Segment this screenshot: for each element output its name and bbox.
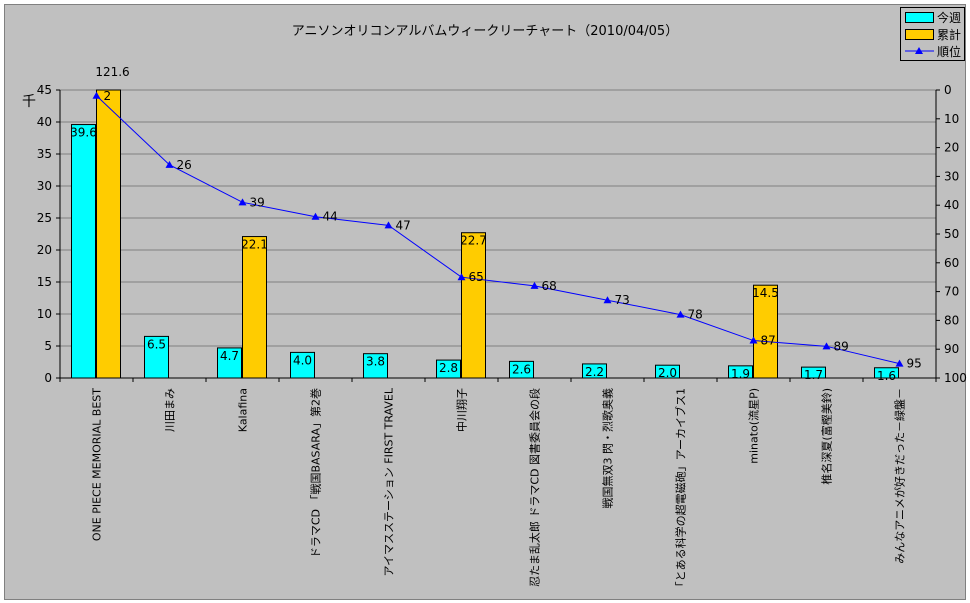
marker-rank — [92, 91, 101, 99]
y2-tick-label: 100 — [944, 371, 967, 385]
data-label-weekly: 4.0 — [293, 353, 312, 367]
y2-tick-label: 20 — [944, 141, 959, 155]
data-label-rank: 73 — [615, 293, 630, 307]
legend: 今週 累計 順位 — [900, 7, 965, 61]
data-label-total: 14.5 — [752, 286, 779, 300]
bar-total — [753, 284, 778, 379]
data-label-rank: 39 — [250, 195, 265, 209]
x-tick-label: みんなアニメが好きだった－緑盤－ — [893, 388, 907, 564]
x-tick-label: 忍たま乱太郎 ドラマCD 図書委員会の段 — [528, 388, 542, 587]
x-tick-label: Kalafina — [237, 388, 250, 432]
data-label-weekly: 39.6 — [70, 126, 97, 140]
bar-weekly — [71, 124, 96, 379]
y-tick-label: 15 — [37, 275, 52, 289]
y-tick-label: 20 — [37, 243, 52, 257]
data-label-rank: 65 — [469, 270, 484, 284]
marker-rank — [895, 359, 904, 367]
legend-swatch-weekly — [905, 11, 934, 23]
marker-rank — [822, 342, 831, 350]
y-tick-label: 35 — [37, 147, 52, 161]
data-label-rank: 87 — [761, 334, 776, 348]
line-rank — [96, 95, 900, 365]
y2-tick-label: 60 — [944, 256, 959, 270]
y-tick-label: 40 — [37, 115, 52, 129]
data-label-rank: 26 — [177, 158, 192, 172]
data-label-rank: 95 — [907, 357, 922, 371]
y-tick-label: 5 — [44, 339, 52, 353]
x-tick-label: 川田まみ — [164, 388, 177, 432]
marker-rank — [165, 160, 174, 168]
legend-item-total: 累計 — [905, 26, 961, 42]
bar-weekly — [144, 335, 169, 379]
y2-tick-label: 0 — [944, 83, 952, 97]
y2-tick-label: 50 — [944, 227, 959, 241]
data-label-weekly: 2.6 — [512, 362, 531, 376]
bar-weekly — [217, 347, 242, 379]
plot-area — [59, 89, 937, 379]
y2-tick-label: 30 — [944, 169, 959, 183]
y-tick-label: 0 — [44, 371, 52, 385]
marker-rank — [749, 336, 758, 344]
legend-label: 累計 — [937, 27, 962, 42]
bar-weekly — [363, 353, 388, 379]
bar-total — [242, 236, 267, 379]
data-label-weekly: 2.0 — [658, 366, 677, 380]
data-label-weekly: 2.2 — [585, 365, 604, 379]
y-axis-label: 千 — [22, 94, 36, 110]
x-tick-label: 椎名深夏(富樫美鈴) — [820, 388, 834, 485]
legend-item-rank: 順位 — [905, 43, 961, 59]
data-label-weekly: 2.8 — [439, 361, 458, 375]
y-tick-label: 25 — [37, 211, 52, 225]
data-label-weekly: 4.7 — [220, 349, 239, 363]
y2-tick-label: 90 — [944, 342, 959, 356]
data-label-total: 22.1 — [241, 238, 268, 252]
data-label-weekly: 1.6 — [877, 369, 896, 383]
data-label-total: 22.7 — [460, 234, 487, 248]
x-tick-label: minato(流星P) — [747, 388, 761, 464]
bar-total — [461, 232, 486, 379]
y2-tick-label: 10 — [944, 112, 959, 126]
y2-tick-label: 40 — [944, 198, 959, 212]
marker-rank — [311, 212, 320, 220]
legend-item-weekly: 今週 — [905, 9, 961, 25]
data-label-weekly: 1.9 — [731, 367, 750, 381]
data-label-weekly: 1.7 — [804, 368, 823, 382]
legend-label: 順位 — [937, 44, 962, 59]
data-label-rank: 89 — [834, 339, 849, 353]
data-label-total: 121.6 — [95, 65, 129, 79]
bar-total — [96, 89, 121, 379]
x-tick-label: 「とある科学の超電磁砲」アーカイブス1 — [674, 388, 688, 592]
data-label-weekly: 6.5 — [147, 337, 166, 351]
x-tick-label: アイマスステーション FIRST TRAVEL — [383, 387, 396, 576]
x-tick-label: ONE PIECE MEMORIAL BEST — [91, 388, 104, 541]
chart-title: アニソンオリコンアルバムウィークリーチャート（2010/04/05） — [291, 24, 679, 39]
data-label-rank: 47 — [396, 218, 411, 232]
data-label-rank: 44 — [323, 210, 338, 224]
x-tick-label: 中川翔子 — [455, 388, 469, 432]
y2-tick-label: 70 — [944, 285, 959, 299]
y-tick-label: 30 — [37, 179, 52, 193]
legend-swatch-total — [905, 28, 934, 40]
x-tick-label: ドラマCD 「戦国BASARA」第2巻 — [309, 388, 323, 558]
marker-rank — [676, 310, 685, 318]
legend-label: 今週 — [937, 10, 962, 25]
y-tick-label: 45 — [37, 83, 52, 97]
marker-rank — [457, 273, 466, 281]
legend-line-rank — [905, 47, 934, 54]
marker-rank — [603, 296, 612, 304]
data-label-weekly: 3.8 — [366, 355, 385, 369]
marker-rank — [530, 281, 539, 289]
data-label-rank: 68 — [542, 279, 557, 293]
x-tick-label: 戦国無双3 閃・烈歌奥義 — [601, 388, 615, 509]
data-label-rank: 2 — [104, 89, 112, 103]
marker-rank — [238, 198, 247, 206]
data-label-rank: 78 — [688, 308, 703, 322]
bar-weekly — [290, 351, 315, 379]
marker-rank — [384, 221, 393, 229]
y-tick-label: 10 — [37, 307, 52, 321]
y2-tick-label: 80 — [944, 313, 959, 327]
